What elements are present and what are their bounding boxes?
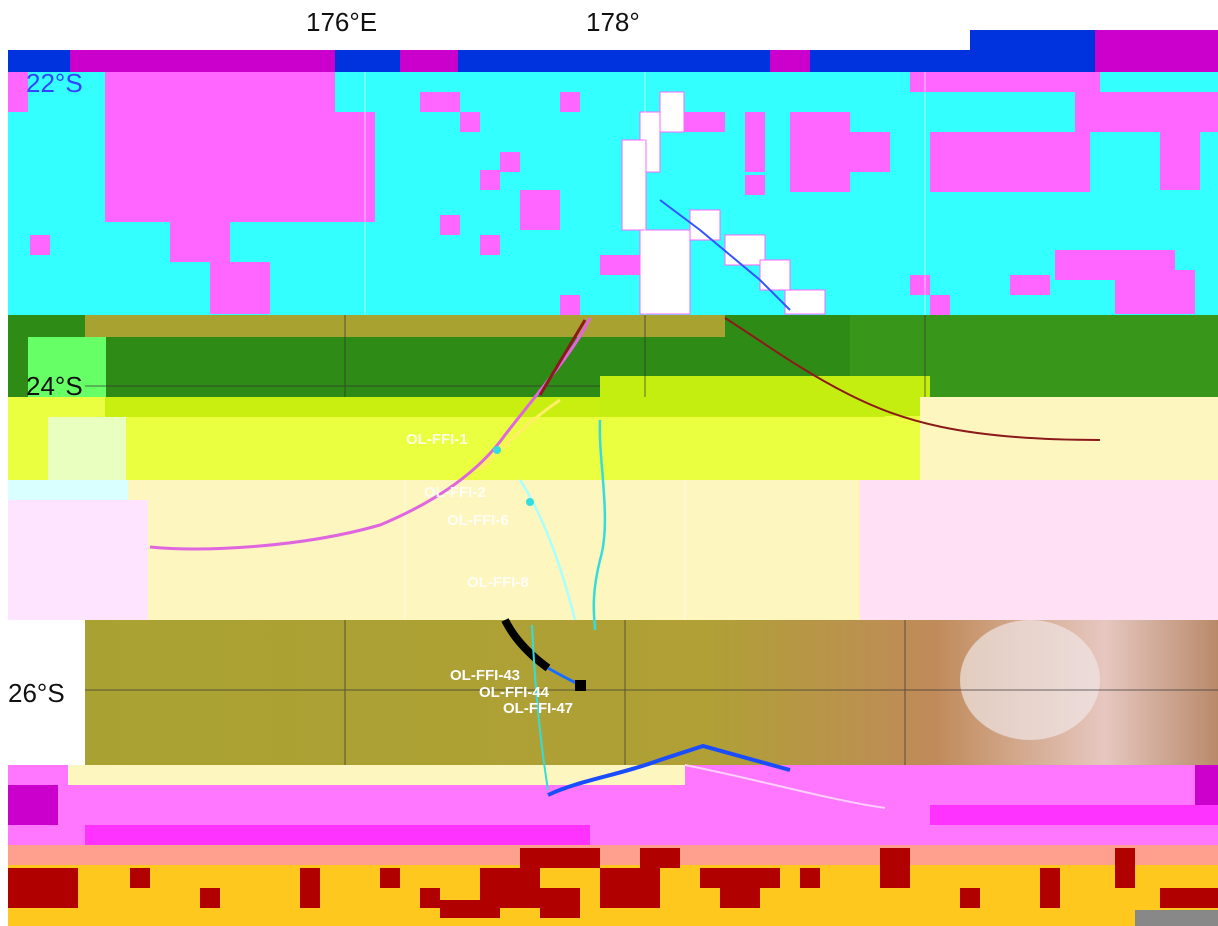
latitude-label: 26°S (8, 678, 65, 708)
terrain-highlight (960, 620, 1100, 740)
ship-tracks (149, 199, 1101, 809)
station-marker (575, 680, 586, 691)
pale-cyan-block (8, 480, 128, 500)
graticule (85, 315, 1218, 765)
purple-header-block (400, 50, 458, 72)
light-green-block (28, 337, 106, 397)
station-label: OL-FFI-8 (467, 574, 529, 591)
pale-pink-block (8, 500, 148, 620)
purple-header-block (770, 50, 810, 72)
purple-block (1195, 765, 1218, 805)
station-marker (493, 446, 501, 454)
station-label: OL-FFI-1 (406, 431, 468, 448)
pale-block (48, 417, 126, 480)
magenta-blocks (8, 72, 1218, 315)
purple-header-block (1095, 30, 1218, 72)
station-label: OL-FFI-44 (479, 684, 550, 701)
yellow-green-block (600, 376, 930, 416)
longitude-label: 178° (586, 7, 640, 37)
station-label: OL-FFI-43 (450, 667, 520, 684)
latitude-label: 24°S (26, 371, 83, 401)
station-label: OL-FFI-2 (424, 484, 486, 501)
pink-fade (8, 845, 1218, 865)
purple-header-block (70, 50, 335, 72)
blue-header-block (970, 30, 1095, 50)
dark-red-blocks (8, 848, 1218, 918)
latitude-label: 22°S (26, 68, 83, 98)
pale-pink-area (860, 480, 1218, 620)
gray-block (1135, 910, 1218, 926)
station-label: OL-FFI-47 (503, 700, 573, 717)
olive-strip (85, 315, 725, 337)
cream-strip (68, 765, 685, 785)
magenta-strip (85, 825, 590, 845)
cream-block (920, 397, 1218, 480)
purple-block (8, 785, 58, 825)
graticule-light (364, 72, 926, 620)
longitude-label: 176°E (306, 7, 377, 37)
station-marker (526, 498, 534, 506)
station-label: OL-FFI-6 (447, 512, 509, 529)
magenta-strip (930, 805, 1218, 825)
